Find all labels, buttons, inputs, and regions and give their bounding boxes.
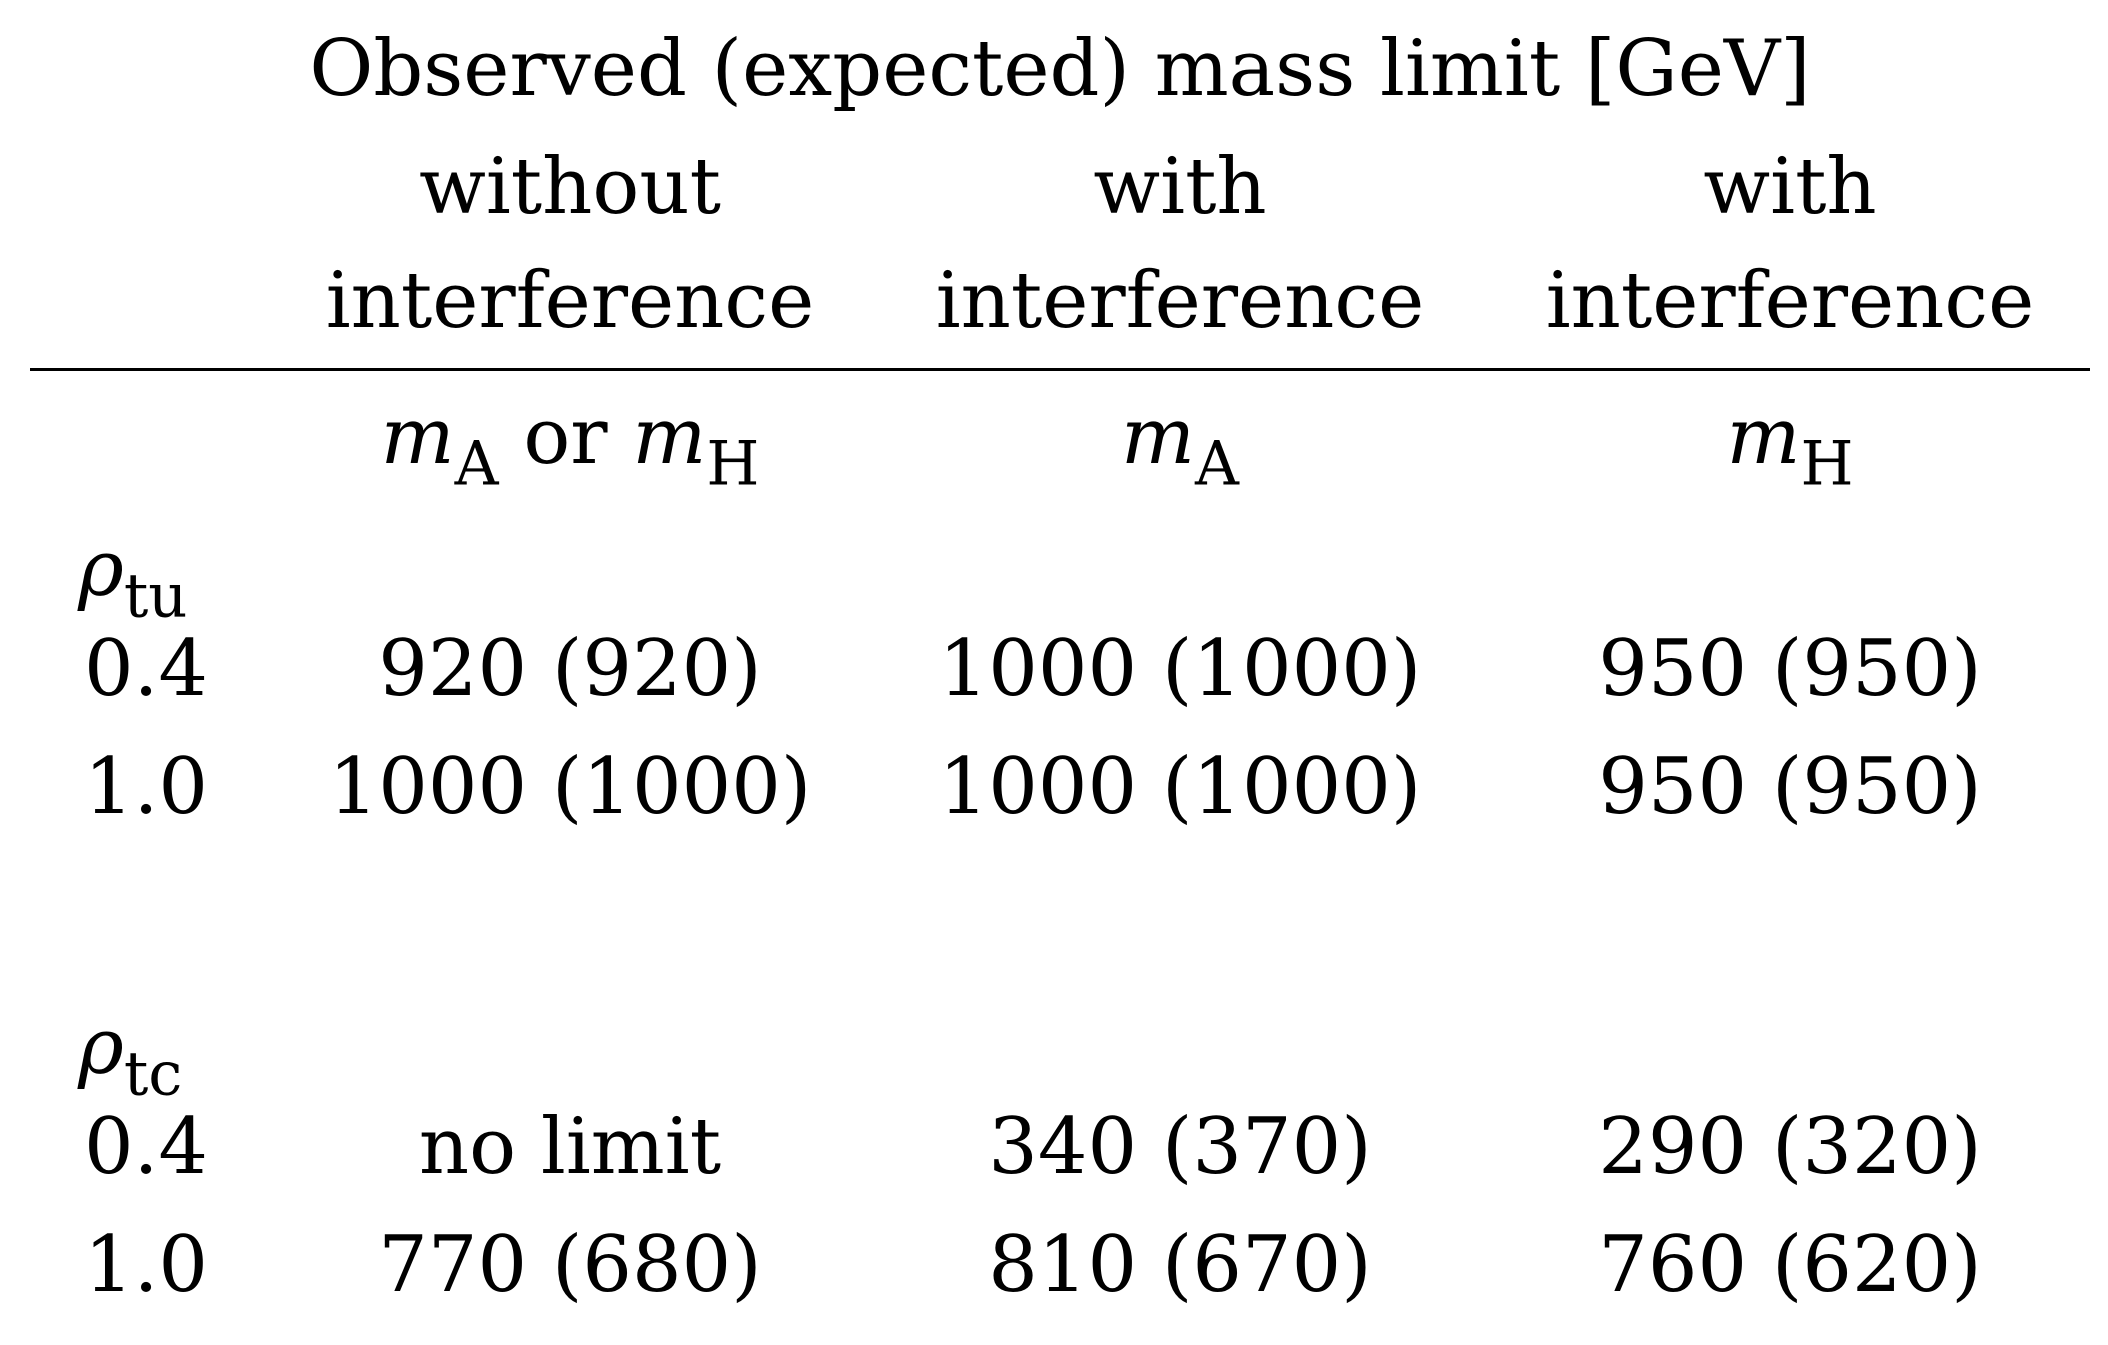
table-cell: 760 (620): [1598, 1220, 1982, 1310]
row-label: 1.0: [84, 1220, 209, 1310]
table-cell: 1000 (1000): [328, 742, 812, 832]
table-cell: 1000 (1000): [938, 742, 1422, 832]
table-cell: 950 (950): [1598, 742, 1982, 832]
group-tc-label: ρtc: [78, 1002, 183, 1110]
col3-mass-variable: mH: [1726, 392, 1854, 500]
col2-header-line2: interference: [935, 256, 1425, 346]
header-rule: [30, 368, 2090, 371]
col1-header-line1: without: [419, 142, 721, 232]
table-cell: 1000 (1000): [938, 624, 1422, 714]
table-cell: 290 (320): [1598, 1102, 1982, 1192]
table-cell: 810 (670): [988, 1220, 1372, 1310]
col2-mass-variable: mA: [1121, 392, 1239, 500]
col3-header-line2: interference: [1545, 256, 2035, 346]
col2-header-line1: with: [1093, 142, 1267, 232]
table-title: Observed (expected) mass limit [GeV]: [309, 24, 1811, 114]
table-cell: 920 (920): [378, 624, 762, 714]
col1-mass-variable: mA or mH: [380, 392, 760, 500]
row-label: 0.4: [84, 1102, 209, 1192]
table-cell: 950 (950): [1598, 624, 1982, 714]
table-cell: 770 (680): [378, 1220, 762, 1310]
col3-header-line1: with: [1703, 142, 1877, 232]
table-cell: 340 (370): [988, 1102, 1372, 1192]
row-label: 0.4: [84, 624, 209, 714]
col1-header-line2: interference: [325, 256, 815, 346]
row-label: 1.0: [84, 742, 209, 832]
table-cell: no limit: [418, 1102, 722, 1192]
group-tu-label: ρtu: [78, 524, 188, 632]
